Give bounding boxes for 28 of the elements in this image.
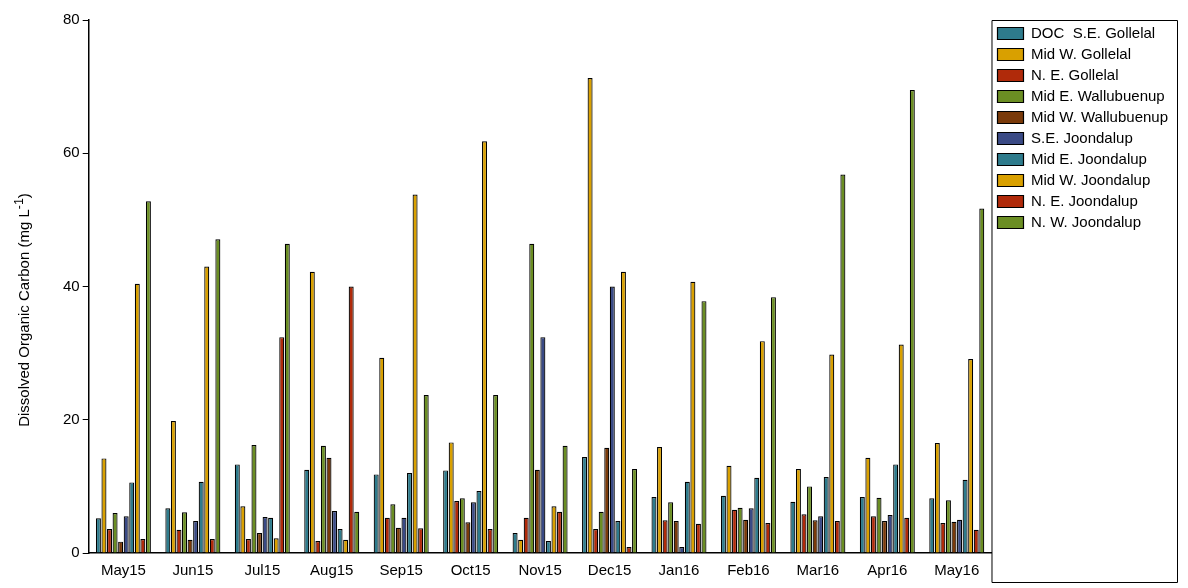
x-tick-label: Sep15 (379, 561, 423, 579)
x-tick-label: Jul15 (244, 561, 281, 579)
x-tick-label: Aug15 (310, 561, 354, 579)
y-tick-label: 20 (63, 409, 80, 427)
x-tick-label: Nov15 (518, 561, 562, 579)
x-tick-label: Mar16 (796, 561, 840, 579)
y-tick-label: 60 (63, 143, 80, 161)
x-tick-label: Apr16 (867, 561, 908, 579)
y-tick-label: 40 (63, 276, 80, 294)
legend-label: Mid W. Wallubuenup (1030, 107, 1169, 125)
x-tick-label: Dec15 (587, 561, 632, 579)
legend-label: Mid W. Gollelal (1030, 44, 1132, 62)
legend-label: N. W. Joondalup (1030, 212, 1142, 230)
x-tick-label: Feb16 (727, 561, 770, 579)
legend-label: Mid W. Joondalup (1030, 170, 1151, 188)
legend-label: N. E. Gollelal (1030, 65, 1119, 83)
x-tick-label: May15 (100, 561, 146, 579)
legend-label: S.E. Joondalup (1030, 128, 1133, 146)
x-tick-label: Jun15 (172, 561, 214, 579)
legend-label: N. E. Joondalup (1030, 191, 1138, 209)
legend-label: DOC S.E. Gollelal (1030, 23, 1156, 41)
x-tick-label: Oct15 (450, 561, 491, 579)
x-tick-label: Jan16 (658, 561, 700, 579)
legend-label: Mid E. Wallubuenup (1030, 86, 1165, 104)
y-tick-label: 0 (71, 543, 80, 561)
x-tick-label: May16 (934, 561, 980, 579)
y-tick-label: 80 (63, 10, 80, 28)
legend-label: Mid E. Joondalup (1030, 149, 1147, 167)
